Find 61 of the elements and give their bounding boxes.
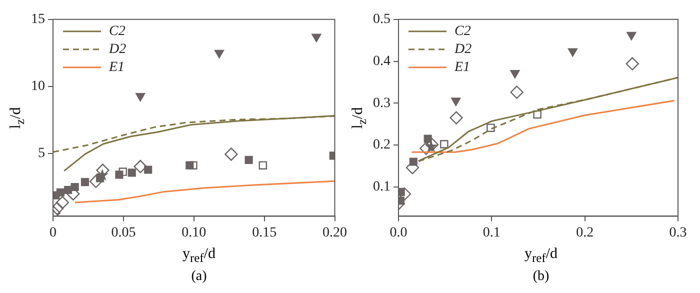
point bbox=[89, 174, 103, 188]
x-tick-label: 0 bbox=[50, 225, 56, 240]
point bbox=[56, 196, 70, 210]
point bbox=[451, 98, 461, 106]
y-tick-label: 0.4 bbox=[373, 54, 390, 69]
legend-label: C2 bbox=[109, 24, 126, 40]
point bbox=[420, 142, 433, 155]
y-tick-label: 0.5 bbox=[373, 12, 390, 28]
text: (a) bbox=[190, 268, 208, 286]
legend-label: C2 bbox=[454, 24, 471, 40]
point bbox=[424, 134, 432, 143]
point bbox=[80, 178, 90, 186]
x-tick-label: 0.20 bbox=[322, 225, 347, 240]
legend-label: E1 bbox=[454, 60, 470, 76]
point bbox=[128, 168, 136, 177]
point bbox=[568, 48, 578, 57]
point bbox=[186, 161, 194, 170]
y-tick-label: 0.2 bbox=[373, 138, 390, 153]
legend-label: E1 bbox=[108, 60, 125, 76]
y-tick-label: 0.1 bbox=[373, 180, 390, 195]
point bbox=[258, 161, 268, 170]
point bbox=[510, 70, 520, 78]
x-tick-label: 0.10 bbox=[182, 225, 206, 240]
point bbox=[398, 187, 412, 201]
x-axis-title: y$_{ref}$/d bbox=[181, 245, 217, 267]
text: (b) bbox=[532, 268, 550, 286]
point bbox=[115, 170, 124, 179]
point bbox=[244, 156, 253, 164]
point bbox=[398, 196, 404, 205]
x-tick-label: 0.0 bbox=[390, 225, 408, 240]
point bbox=[533, 110, 542, 119]
point bbox=[486, 124, 495, 132]
y-tick-label: 5 bbox=[38, 146, 45, 161]
legend-label: D2 bbox=[454, 42, 472, 58]
x-tick-label: 0.3 bbox=[669, 225, 687, 240]
point bbox=[56, 188, 64, 196]
y-tick-label: 10 bbox=[31, 79, 45, 94]
x-tick-label: 0.15 bbox=[252, 225, 277, 240]
point bbox=[626, 57, 639, 70]
point bbox=[144, 166, 152, 174]
x-axis-title: y$_{ref}$/d bbox=[523, 245, 559, 267]
point bbox=[214, 50, 224, 58]
point bbox=[136, 92, 146, 102]
point bbox=[134, 160, 147, 174]
point bbox=[70, 182, 79, 192]
legend-label: D2 bbox=[108, 42, 126, 58]
point bbox=[450, 111, 463, 124]
y-tick-label: 0.3 bbox=[373, 96, 390, 111]
point bbox=[96, 168, 108, 181]
point bbox=[440, 140, 448, 148]
point bbox=[409, 158, 418, 166]
point bbox=[626, 32, 636, 40]
point bbox=[118, 168, 128, 176]
y-tick-label: 15 bbox=[31, 12, 45, 28]
point bbox=[510, 86, 524, 99]
point bbox=[64, 186, 72, 194]
x-tick-label: 0.1 bbox=[482, 225, 500, 240]
point bbox=[312, 34, 322, 42]
x-tick-label: 0.2 bbox=[576, 225, 594, 240]
point bbox=[224, 148, 238, 161]
x-tick-label: 0.05 bbox=[111, 225, 136, 240]
